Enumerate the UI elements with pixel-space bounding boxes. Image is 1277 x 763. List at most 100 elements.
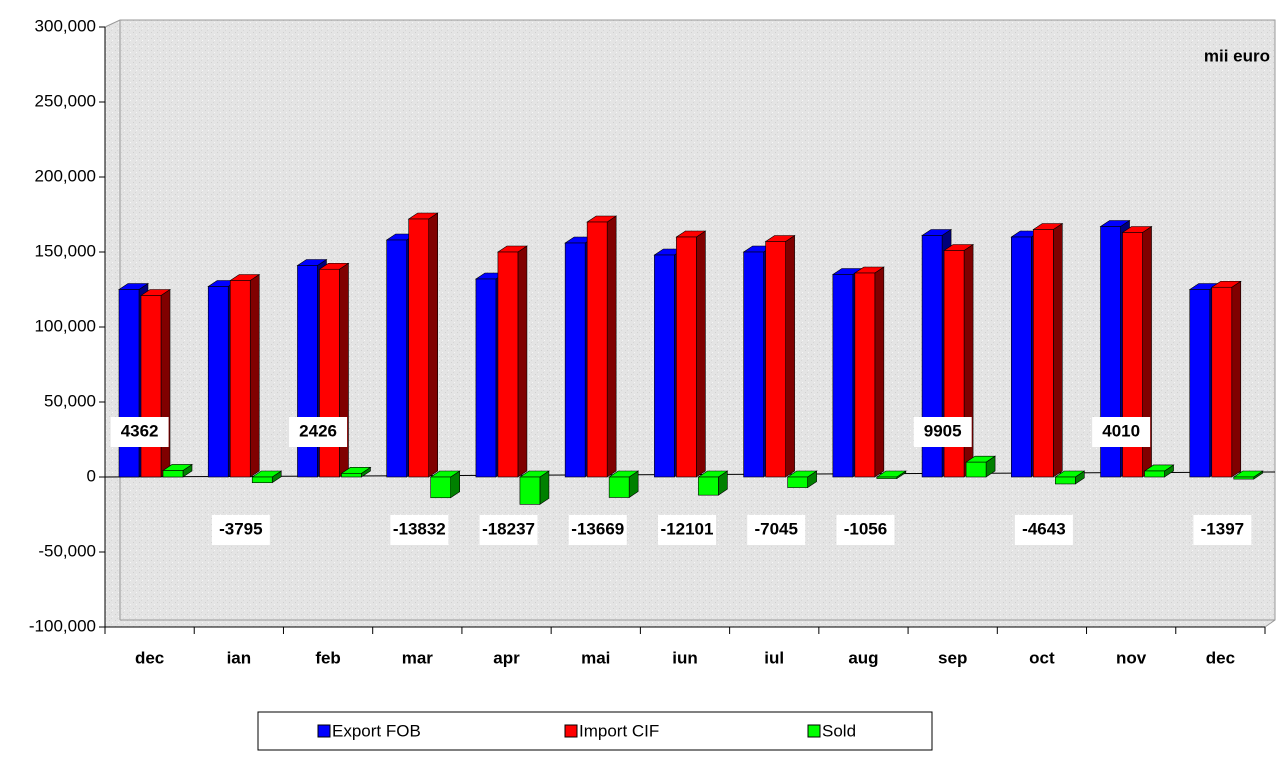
x-tick-label: mai [581,648,610,667]
legend-label: Sold [822,721,856,740]
unit-annotation: mii euro [1204,46,1270,65]
bar [1189,289,1211,478]
data-label: -7045 [754,519,797,538]
bar-side [249,273,260,478]
bar [408,218,429,478]
y-tick-label: 50,000 [44,391,96,410]
bar [118,289,140,478]
data-label: -13669 [571,519,624,538]
y-tick-label: -50,000 [38,541,96,560]
legend-label: Export FOB [332,721,421,740]
legend-label: Import CIF [579,721,659,740]
bar-side [606,215,617,478]
bar-side [517,245,528,478]
x-tick-label: aug [848,648,878,667]
bar-side [874,266,885,478]
bar [676,236,697,478]
y-tick-label: 300,000 [35,16,96,35]
y-tick-label: 250,000 [35,91,96,110]
bar [586,221,608,478]
bar-side [1231,280,1242,478]
bar [564,242,586,478]
bar [386,239,407,478]
data-label: 4362 [121,421,159,440]
data-label: 4010 [1102,421,1140,440]
data-label-box [390,515,449,545]
x-tick-label: iun [672,648,698,667]
x-tick-label: dec [1206,648,1235,667]
data-label-box [479,515,538,545]
data-label-box [913,417,972,447]
bar [497,251,519,478]
bar [430,476,451,499]
data-label-box [1014,515,1073,545]
y-tick-label: 150,000 [35,241,96,260]
data-label: -4643 [1022,519,1065,538]
bar [787,476,808,488]
bar [608,476,630,498]
bar [965,461,987,478]
x-tick-label: feb [315,648,341,667]
data-label: 2426 [299,421,337,440]
data-label-box [1092,417,1151,447]
legend-swatch [317,724,331,738]
y-tick-label: 0 [87,466,96,485]
data-label-box [289,417,348,447]
data-label-box [658,515,716,545]
bar [207,286,229,478]
bar [1033,229,1054,478]
bar [1122,232,1143,478]
bar-side [785,234,795,478]
x-tick-label: apr [493,648,520,667]
y-tick-label: 200,000 [35,166,96,185]
legend-swatch [807,724,821,738]
bar [1055,476,1076,485]
bar [140,295,162,478]
y-tick-label: -100,000 [29,616,96,635]
bar [229,280,251,478]
bar [1211,286,1233,478]
y-tick-label: 100,000 [35,316,96,335]
bar-side [160,288,171,478]
bar [654,254,675,478]
data-label: -1056 [844,519,887,538]
x-tick-label: sep [938,648,967,667]
data-label-box [836,515,895,545]
x-tick-label: oct [1029,648,1055,667]
bar-side [1053,222,1063,478]
bar [1011,236,1032,478]
data-label-box [110,417,169,447]
bar [475,278,497,478]
data-label-box [1193,515,1252,545]
data-label: -13832 [393,519,446,538]
bar [876,476,898,479]
data-label: -18237 [482,519,535,538]
data-label: -3795 [219,519,262,538]
data-label-box [211,515,270,545]
bar [519,476,541,505]
data-label: -12101 [661,519,714,538]
data-label: -1397 [1201,519,1244,538]
x-tick-label: mar [402,648,434,667]
bar [765,241,786,478]
data-label-box [747,515,806,545]
data-label: 9905 [924,421,962,440]
bar [698,476,719,496]
x-tick-label: iul [764,648,784,667]
bar [921,235,943,478]
bar [832,274,854,478]
bar [743,251,764,478]
bar [341,473,362,478]
bar-side [428,212,438,478]
bar [162,470,184,478]
bar-side [696,230,706,478]
data-label-box [568,515,627,545]
bar [251,476,273,483]
bar [1100,226,1121,478]
legend-swatch [564,724,578,738]
bar [1233,476,1255,480]
x-tick-label: dec [135,648,164,667]
x-tick-label: ian [227,648,252,667]
bar [854,272,876,478]
